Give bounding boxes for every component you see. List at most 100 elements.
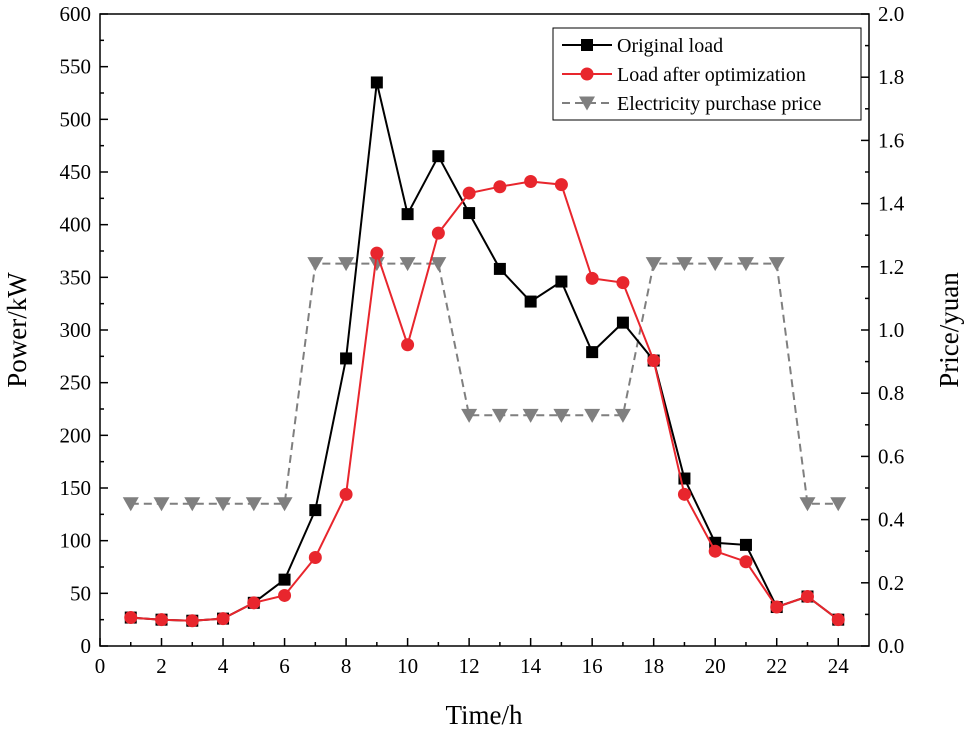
x-tick-label: 16: [582, 654, 603, 678]
data-point: [677, 487, 691, 501]
x-tick-label: 8: [341, 654, 352, 678]
y-tick-label: 600: [60, 2, 92, 26]
x-tick-label: 12: [459, 654, 480, 678]
data-point: [399, 257, 416, 272]
y-axis-title: Power/kW: [2, 272, 32, 388]
x-tick-label: 14: [520, 654, 542, 678]
data-point: [245, 497, 262, 512]
legend: Original load Load after optimization Elec…: [552, 27, 862, 121]
y-tick-label: 150: [60, 476, 92, 500]
legend-label: Original load: [617, 35, 723, 57]
data-point: [122, 497, 139, 512]
y2-tick-label: 0.4: [878, 508, 905, 532]
data-point: [278, 573, 291, 586]
data-point: [770, 600, 784, 614]
series-3: [122, 257, 847, 512]
data-point: [278, 588, 292, 602]
y2-tick-label: 0.8: [878, 381, 904, 405]
data-point: [676, 257, 693, 272]
ticks-layer: 0 2 4 6 8 10 12 14 16 18 20 22 240501001502002503003…: [60, 2, 905, 678]
legend-label: Load after optimization: [617, 64, 806, 86]
y2-tick-label: 1.0: [878, 318, 904, 342]
x-tick-label: 24: [828, 654, 850, 678]
data-point: [432, 150, 445, 163]
data-point: [368, 257, 385, 272]
data-point: [461, 408, 478, 423]
data-point: [616, 276, 630, 290]
data-point: [555, 275, 568, 288]
data-point: [739, 555, 753, 569]
data-point: [308, 551, 322, 565]
data-point: [401, 208, 414, 221]
data-point: [586, 346, 599, 359]
data-point: [647, 354, 661, 368]
x-tick-label: 0: [95, 654, 106, 678]
data-point: [493, 180, 507, 194]
data-point: [462, 186, 476, 200]
y-tick-label: 200: [60, 423, 92, 447]
x-tick-label: 4: [218, 654, 229, 678]
y2-tick-label: 1.8: [878, 65, 904, 89]
y2-tick-label: 0.6: [878, 444, 904, 468]
x-tick-label: 18: [643, 654, 664, 678]
y-tick-label: 450: [60, 160, 92, 184]
data-point: [522, 408, 539, 423]
data-point: [768, 257, 785, 272]
data-point: [708, 544, 722, 558]
data-point: [401, 338, 415, 352]
data-point: [739, 538, 752, 551]
data-point: [554, 178, 568, 192]
data-point: [585, 271, 599, 285]
legend-marker: [580, 67, 594, 81]
data-point: [553, 408, 570, 423]
legend-marker: [579, 96, 595, 111]
y-tick-label: 250: [60, 371, 92, 395]
data-point: [124, 611, 138, 625]
data-point: [431, 226, 445, 240]
data-point: [614, 408, 631, 423]
data-point: [524, 295, 537, 308]
y2-tick-label: 0.2: [878, 571, 904, 595]
data-point: [799, 497, 816, 512]
y2-tick-label: 2.0: [878, 2, 904, 26]
data-point: [339, 487, 353, 501]
data-point: [247, 596, 261, 610]
series-layer: [122, 76, 847, 628]
data-point: [153, 497, 170, 512]
data-point: [830, 497, 847, 512]
data-point: [340, 352, 353, 365]
series-2: [124, 174, 845, 628]
y-tick-label: 50: [70, 581, 91, 605]
data-point: [616, 316, 629, 329]
y-tick-label: 100: [60, 529, 92, 553]
data-point: [215, 497, 232, 512]
data-point: [155, 613, 169, 627]
data-point: [370, 246, 384, 260]
y-tick-label: 500: [60, 107, 92, 131]
y2-tick-label: 0.0: [878, 634, 904, 658]
y-tick-label: 400: [60, 213, 92, 237]
data-point: [463, 207, 476, 220]
data-point: [370, 76, 383, 89]
data-point: [645, 257, 662, 272]
data-point: [707, 257, 724, 272]
y2-tick-label: 1.4: [878, 192, 905, 216]
data-point: [184, 497, 201, 512]
data-point: [831, 613, 845, 627]
x-tick-label: 2: [156, 654, 167, 678]
x-tick-label: 6: [279, 654, 290, 678]
x-tick-label: 22: [766, 654, 787, 678]
data-point: [491, 408, 508, 423]
data-point: [185, 614, 199, 628]
data-point: [493, 262, 506, 275]
data-point: [309, 504, 322, 517]
data-point: [800, 589, 814, 603]
data-point: [430, 257, 447, 272]
y2-tick-label: 1.6: [878, 128, 904, 152]
y2-tick-label: 1.2: [878, 255, 904, 279]
y-tick-label: 550: [60, 55, 92, 79]
legend-label: Electricity purchase price: [617, 93, 821, 115]
x-tick-label: 10: [397, 654, 418, 678]
